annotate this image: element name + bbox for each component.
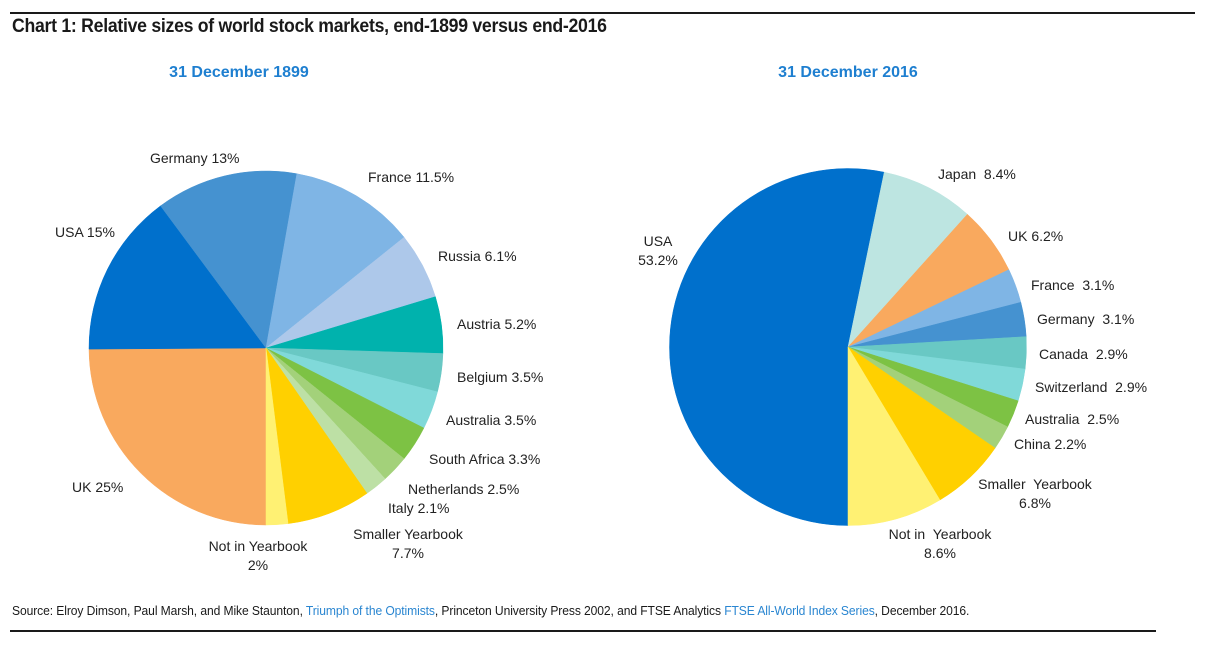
pie-slice-france: [265, 173, 405, 349]
pie-2016: USA 53.2% Japan 8.4% UK 6.2% France 3.1% Germ…: [638, 166, 1147, 561]
data-label-uk: UK 6.2%: [1008, 228, 1063, 244]
data-label-russia: Russia 6.1%: [438, 248, 517, 264]
data-label-smaller-yearbook: Smaller Yearbook 6.8%: [978, 476, 1093, 511]
data-label-usa: USA 53.2%: [638, 233, 678, 268]
data-label-not-in-yearbook: Not in Yearbook 8.6%: [889, 526, 993, 561]
pie-1899: UK 25% USA 15% Germany 13% France 11.5% Russ…: [55, 150, 543, 573]
data-label-netherlands: Netherlands 2.5%: [408, 481, 519, 497]
pie-slice-usa: [669, 168, 885, 526]
source-prefix: Source: Elroy Dimson, Paul Marsh, and Mi…: [12, 603, 306, 618]
pie-charts: UK 25% USA 15% Germany 13% France 11.5% Russ…: [55, 150, 1147, 573]
data-label-germany: Germany 13%: [150, 150, 239, 166]
pie-1899-title: 31 December 1899: [169, 64, 309, 81]
bottom-rule: [10, 630, 1156, 632]
data-label-smaller-yearbook: Smaller Yearbook 7.7%: [353, 526, 464, 561]
source-link-ftse[interactable]: FTSE All-World Index Series: [724, 603, 875, 618]
data-label-australia: Australia 2.5%: [1025, 411, 1119, 427]
pie-slice-not-in-yearbook: [847, 346, 941, 526]
pie-slice-japan: [847, 171, 968, 348]
data-label-south-africa: South Africa 3.3%: [429, 451, 540, 467]
data-label-not-in-yearbook: Not in Yearbook 2%: [209, 538, 309, 573]
pie-slice-uk: [88, 347, 267, 526]
data-label-austria: Austria 5.2%: [457, 316, 536, 332]
data-label-france: France 11.5%: [368, 169, 454, 185]
source-middle: , Princeton University Press 2002, and F…: [434, 603, 725, 618]
data-label-australia: Australia 3.5%: [446, 412, 536, 428]
pie-2016-title: 31 December 2016: [778, 64, 918, 81]
data-label-switzerland: Switzerland 2.9%: [1035, 379, 1147, 395]
pie-slice-not-in-yearbook: [265, 347, 289, 526]
chart-title: Chart 1: Relative sizes of world stock m…: [12, 16, 607, 37]
data-label-belgium: Belgium 3.5%: [457, 369, 543, 385]
source-note: Source: Elroy Dimson, Paul Marsh, and Mi…: [12, 603, 969, 618]
pie-slice-usa: [88, 205, 267, 350]
data-label-china: China 2.2%: [1014, 436, 1086, 452]
pie-slice-germany: [160, 170, 298, 349]
source-suffix: , December 2016.: [874, 603, 970, 618]
data-label-italy: Italy 2.1%: [388, 500, 449, 516]
source-link-triumph[interactable]: Triumph of the Optimists: [305, 603, 435, 618]
data-label-uk: UK 25%: [72, 479, 123, 495]
top-rule: [10, 12, 1195, 14]
data-label-france: France 3.1%: [1031, 277, 1114, 293]
data-label-germany: Germany 3.1%: [1037, 311, 1134, 327]
data-label-usa: USA 15%: [55, 224, 115, 240]
data-label-japan: Japan 8.4%: [938, 166, 1016, 182]
data-label-canada: Canada 2.9%: [1039, 346, 1128, 362]
